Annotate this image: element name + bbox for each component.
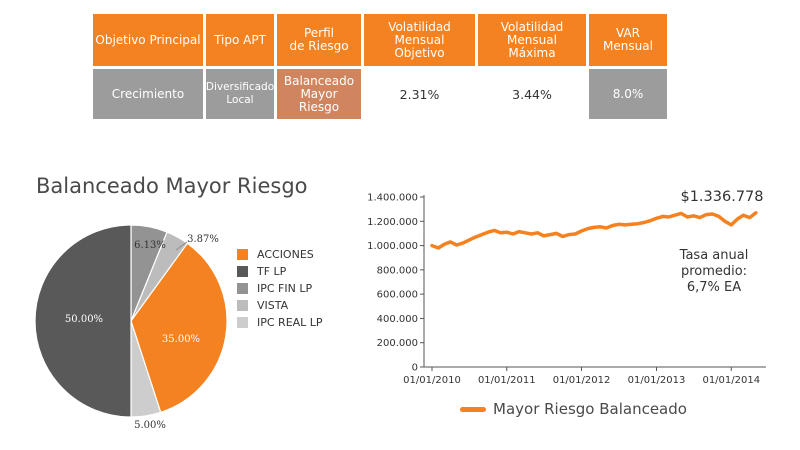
legend-swatch-ipc-fin-lp — [237, 283, 248, 294]
y-tick-label: 1.000.000 — [367, 241, 418, 252]
y-tick-label: 600.000 — [377, 290, 418, 301]
value-perfil-riesgo-text: Balanceado Mayor Riesgo — [283, 73, 355, 114]
x-tick-label: 01/01/2010 — [403, 375, 461, 386]
line-legend-label: Mayor Riesgo Balanceado — [493, 400, 687, 418]
header-tipo-apt: Tipo APT — [206, 14, 274, 66]
rate-annotation-line: Tasa anual — [679, 248, 749, 263]
value-var-mensual: 8.0% — [589, 69, 667, 119]
value-tipo-apt: Diversificado Local — [206, 69, 274, 119]
header-var-mensual: VAR Mensual — [589, 14, 667, 66]
value-tipo-apt-text: Diversificado Local — [205, 81, 275, 106]
header-perfil-riesgo-text: Perfil de Riesgo — [289, 26, 349, 53]
legend-item-ipc-real-lp: IPC REAL LP — [237, 314, 323, 331]
pie-label-tf-lp: 50.00% — [65, 314, 103, 325]
table-header-row: Objetivo Principal Tipo APT Perfil de Rie… — [93, 14, 670, 66]
legend-label-ipc-real-lp: IPC REAL LP — [257, 316, 323, 329]
legend-swatch-ipc-real-lp — [237, 317, 248, 328]
legend-item-ipc-fin-lp: IPC FIN LP — [237, 280, 323, 297]
y-tick-label: 800.000 — [377, 265, 418, 276]
value-objetivo-principal: Crecimiento — [93, 69, 203, 119]
table-values-row: Crecimiento Diversificado Local Balancead… — [93, 69, 670, 119]
legend-swatch-acciones — [237, 249, 248, 260]
line-legend: Mayor Riesgo Balanceado — [460, 400, 687, 418]
legend-item-acciones: ACCIONES — [237, 246, 323, 263]
x-tick-label: 01/01/2014 — [702, 375, 760, 386]
legend-swatch-vista — [237, 300, 248, 311]
value-volatilidad-maxima: 3.44% — [478, 69, 586, 119]
legend-label-tf-lp: TF LP — [257, 265, 287, 278]
legend-label-vista: VISTA — [257, 299, 289, 312]
header-var-mensual-text: VAR Mensual — [603, 26, 653, 53]
legend-swatch-tf-lp — [237, 266, 248, 277]
pie-slice-tf-lp — [34, 224, 132, 418]
x-tick-label: 01/01/2013 — [628, 375, 686, 386]
rate-annotation-line: promedio: — [681, 264, 747, 279]
legend-item-vista: VISTA — [237, 297, 323, 314]
value-volatilidad-objetivo: 2.31% — [364, 69, 475, 119]
x-tick-label: 01/01/2011 — [478, 375, 536, 386]
y-tick-label: 400.000 — [377, 314, 418, 325]
legend-label-acciones: ACCIONES — [257, 248, 314, 261]
rate-annotation-line: 6,7% EA — [687, 280, 741, 295]
pie-label-ipc-real-lp: 5.00% — [134, 420, 166, 431]
header-perfil-riesgo: Perfil de Riesgo — [277, 14, 361, 66]
pie-slice-acciones — [130, 242, 228, 414]
pie-label-acciones: 35.00% — [162, 334, 200, 345]
legend-label-ipc-fin-lp: IPC FIN LP — [257, 282, 313, 295]
header-volatilidad-objetivo-text: Volatilidad Mensual Objetivo — [388, 19, 451, 60]
pie-leader-line — [175, 241, 188, 251]
y-tick-label: 0 — [412, 363, 418, 374]
line-legend-swatch — [460, 406, 486, 412]
header-volatilidad-objetivo: Volatilidad Mensual Objetivo — [364, 14, 475, 66]
y-tick-label: 1.400.000 — [367, 193, 418, 204]
pie-label-ipc-fin-lp: 6.13% — [134, 240, 166, 251]
y-tick-label: 1.200.000 — [367, 217, 418, 228]
series-line-mayor-riesgo-balanceado — [430, 211, 758, 250]
pie-chart-title: Balanceado Mayor Riesgo — [36, 174, 308, 198]
x-tick-label: 01/01/2012 — [553, 375, 611, 386]
header-volatilidad-maxima-text: Volatilidad Mensual Máxima — [500, 19, 564, 60]
pie-label-vista: 3.87% — [187, 234, 219, 245]
value-perfil-riesgo: Balanceado Mayor Riesgo — [277, 69, 361, 119]
header-objetivo-principal: Objetivo Principal — [93, 14, 203, 66]
pie-legend: ACCIONES TF LP IPC FIN LP VISTA IPC REAL LP — [237, 246, 323, 331]
final-value-annotation: $1.336.778 — [680, 189, 763, 205]
header-volatilidad-maxima: Volatilidad Mensual Máxima — [478, 14, 586, 66]
legend-item-tf-lp: TF LP — [237, 263, 323, 280]
y-tick-label: 200.000 — [377, 338, 418, 349]
